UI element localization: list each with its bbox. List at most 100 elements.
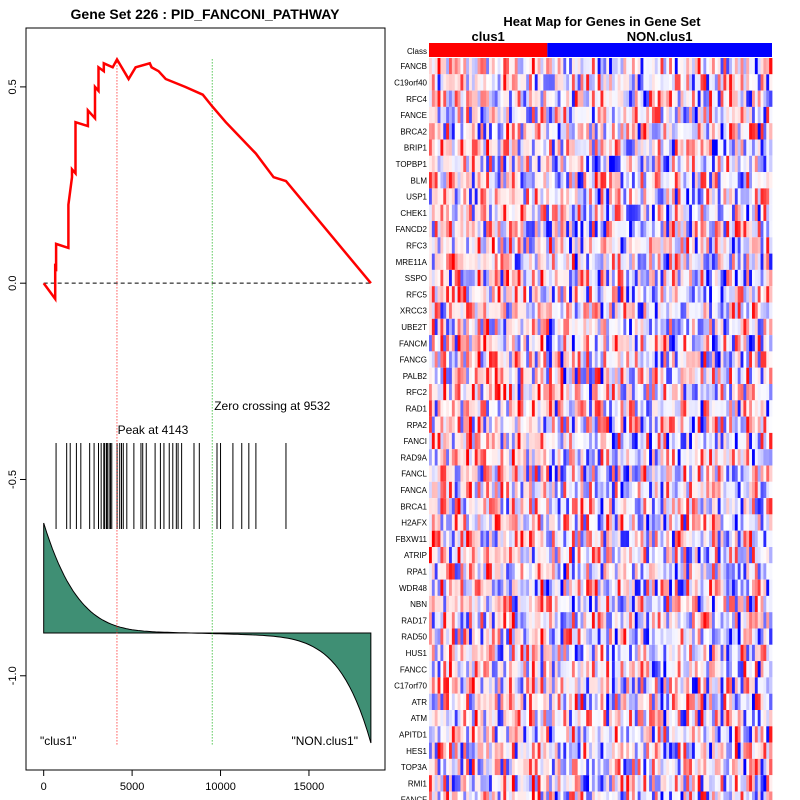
- heatmap-cell: [500, 139, 504, 156]
- heatmap-cell: [620, 269, 624, 287]
- heatmap-cell: [754, 58, 759, 75]
- heatmap-cell: [743, 547, 747, 564]
- heatmap-cell: [663, 677, 667, 694]
- heatmap-cell: [457, 269, 461, 287]
- heatmap-cell: [743, 449, 747, 466]
- heatmap-cell: [714, 155, 719, 173]
- heatmap-cell: [614, 693, 619, 710]
- heatmap-cell: [737, 351, 741, 368]
- heatmap-cell: [446, 139, 450, 156]
- heatmap-cell: [620, 139, 624, 156]
- heatmap-cell: [471, 644, 476, 662]
- heatmap-cell: [686, 416, 690, 433]
- heatmap-cell: [743, 269, 747, 287]
- heatmap-cell: [760, 530, 764, 547]
- heatmap-cell: [440, 90, 444, 107]
- heatmap-cell: [637, 563, 641, 580]
- heatmap-cell: [723, 579, 727, 596]
- heatmap-cell: [623, 465, 627, 482]
- heatmap-cell: [646, 106, 650, 124]
- heatmap-cell: [526, 237, 530, 254]
- heatmap-cell: [677, 644, 681, 662]
- heatmap-cell: [569, 612, 573, 629]
- heatmap-cell: [466, 628, 470, 645]
- heatmap-cell: [683, 237, 687, 254]
- heatmap-cell: [703, 432, 707, 450]
- heatmap-cell: [677, 693, 681, 710]
- heatmap-cell: [717, 416, 721, 433]
- heatmap-cell: [591, 481, 596, 499]
- heatmap-cell: [751, 612, 756, 629]
- heatmap-cell: [729, 58, 733, 75]
- heatmap-cell: [546, 269, 550, 287]
- heatmap-cell: [691, 579, 696, 596]
- heatmap-cell: [749, 465, 753, 482]
- heatmap-cell: [514, 351, 519, 368]
- heatmap-cell: [646, 58, 650, 75]
- heatmap-cell: [637, 139, 641, 156]
- heatmap-cell: [651, 400, 656, 417]
- heatmap-cell: [529, 465, 533, 482]
- heatmap-cell: [643, 547, 647, 564]
- heatmap-cell: [580, 644, 584, 662]
- heatmap-cell: [469, 547, 473, 564]
- heatmap-cell: [566, 155, 570, 173]
- heatmap-cell: [614, 204, 619, 221]
- heatmap-cell: [757, 74, 761, 91]
- heatmap-cell: [634, 595, 639, 613]
- heatmap-cell: [689, 123, 693, 140]
- heatmap-cell: [697, 530, 701, 547]
- heatmap-cell: [754, 481, 759, 499]
- heatmap-cell: [649, 644, 653, 662]
- heatmap-cell: [537, 90, 541, 107]
- heatmap-cell: [494, 644, 498, 662]
- heatmap-cell: [600, 302, 604, 319]
- heatmap-cell: [440, 563, 444, 580]
- heatmap-cell: [466, 416, 470, 433]
- heatmap-cell: [574, 139, 579, 156]
- heatmap-cell: [586, 628, 590, 645]
- heatmap-cell: [651, 351, 656, 368]
- heatmap-cell: [537, 155, 541, 173]
- heatmap-cell: [637, 253, 641, 270]
- heatmap-cell: [531, 628, 536, 645]
- heatmap-cell: [691, 286, 696, 303]
- heatmap-cell: [603, 335, 607, 352]
- heatmap-cell: [529, 221, 533, 238]
- heatmap-cell: [660, 139, 664, 156]
- heatmap-cell: [626, 498, 630, 515]
- heatmap-cell: [609, 253, 613, 270]
- heatmap-cell: [706, 547, 710, 564]
- heatmap-cell: [597, 351, 601, 368]
- heatmap-cell: [697, 106, 701, 124]
- heatmap-cell: [509, 432, 513, 450]
- heatmap-cell: [617, 481, 621, 499]
- heatmap-cell: [523, 221, 527, 238]
- heatmap-cell: [589, 400, 593, 417]
- heatmap-cell: [574, 188, 579, 205]
- heatmap-cell: [714, 139, 719, 156]
- heatmap-cell: [726, 106, 730, 124]
- heatmap-row: [429, 693, 773, 710]
- heatmap-cell: [674, 318, 679, 336]
- heatmap-cell: [520, 253, 524, 270]
- heatmap-cell: [743, 58, 747, 75]
- heatmap-cell: [654, 74, 659, 91]
- heatmap-cell: [717, 579, 721, 596]
- heatmap-cell: [529, 400, 533, 417]
- heatmap-cell: [637, 155, 641, 173]
- heatmap-cell: [537, 416, 541, 433]
- heatmap-cell: [551, 367, 556, 384]
- heatmap-cell: [634, 579, 639, 596]
- heatmap-cell: [491, 58, 496, 75]
- heatmap-cell: [717, 465, 721, 482]
- heatmap-cell: [511, 237, 516, 254]
- heatmap-cell: [537, 253, 541, 270]
- heatmap-cell: [643, 351, 647, 368]
- heatmap-cell: [566, 384, 570, 401]
- heatmap-cell: [700, 612, 704, 629]
- heatmap-cell: [517, 644, 521, 662]
- heatmap-cell: [740, 416, 744, 433]
- heatmap-cell: [494, 155, 498, 173]
- heatmap-cell: [629, 172, 633, 189]
